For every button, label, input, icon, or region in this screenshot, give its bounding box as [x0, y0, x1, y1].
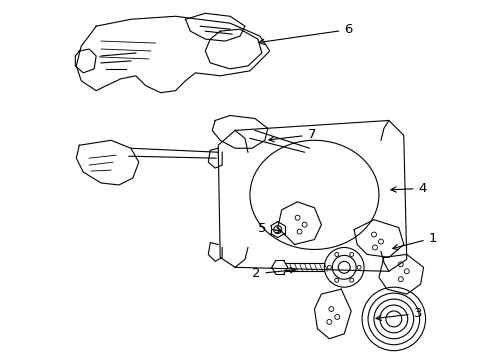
Text: 7: 7 — [268, 128, 315, 142]
Text: 5: 5 — [257, 222, 281, 235]
Text: 3: 3 — [375, 307, 421, 320]
Text: 2: 2 — [251, 267, 295, 280]
Text: 1: 1 — [392, 231, 436, 250]
Text: 6: 6 — [258, 23, 352, 44]
Text: 4: 4 — [390, 182, 426, 195]
